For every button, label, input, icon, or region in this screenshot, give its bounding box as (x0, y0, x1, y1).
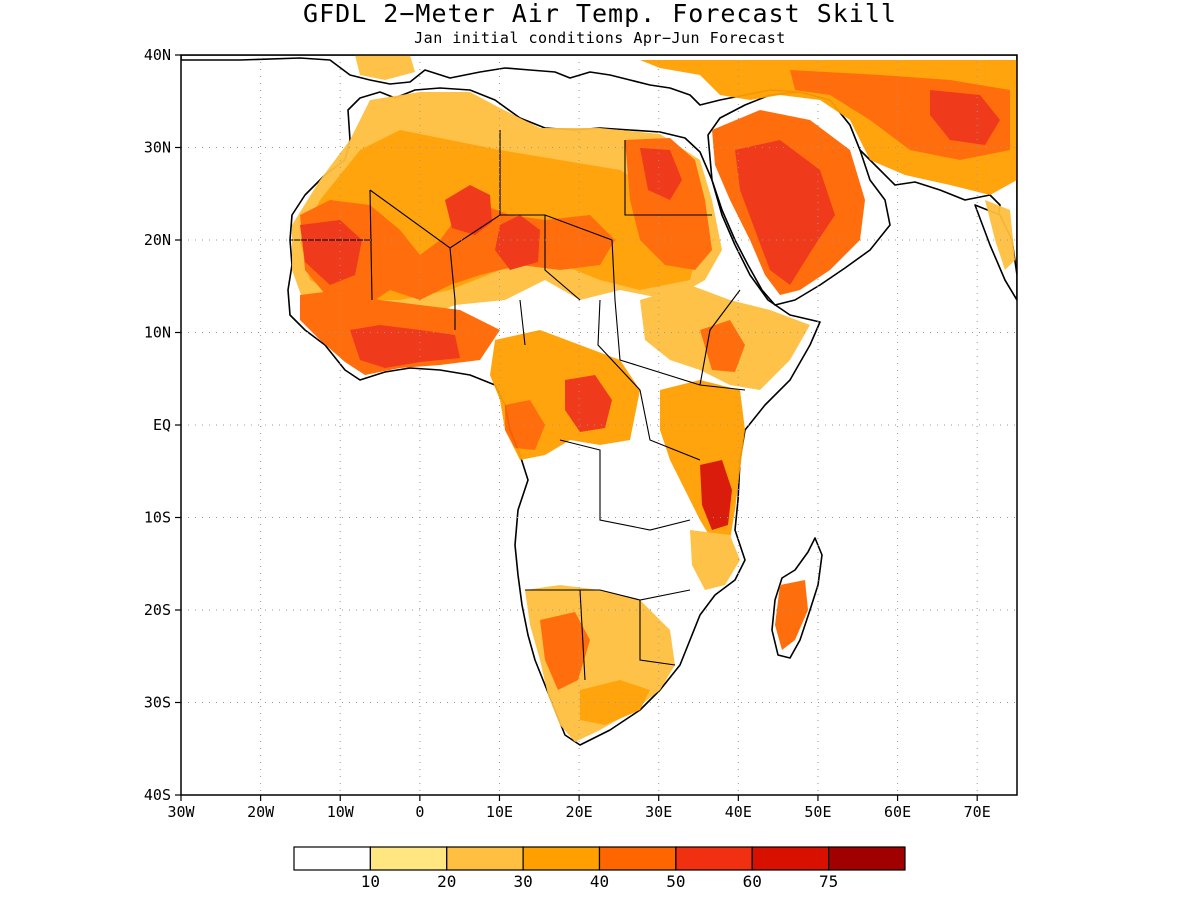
colorbar-swatch (369, 846, 448, 871)
colorbar-legend: 10 20 30 40 50 60 75 (293, 846, 906, 891)
colorbar-swatch (751, 846, 830, 871)
colorbar-label: 75 (819, 872, 838, 891)
map-layers (181, 55, 1017, 746)
skill-hotspot-tanzania (700, 460, 732, 530)
lat-tick-label: 40S (144, 786, 171, 804)
lat-tick-label: EQ (153, 416, 171, 434)
map-gridlines (181, 55, 1017, 795)
border-lines (290, 130, 746, 681)
skill-hotspot-guinea (350, 325, 460, 368)
colorbar-swatch (446, 846, 524, 871)
skill-hotspot-congo (565, 375, 612, 432)
lon-tick-label: 50E (804, 803, 831, 821)
skill-hotspot-niger (495, 215, 540, 270)
skill-hotspot-ethiopia (700, 320, 745, 372)
latitude-axis: 40N 30N 20N 10N EQ 10S 20S 30S 40S (144, 46, 181, 804)
lon-tick-label: 70E (964, 803, 991, 821)
lon-tick-label: 20E (566, 803, 593, 821)
skill-hotspot-hoggar (445, 185, 492, 235)
colorbar-swatch (293, 846, 371, 871)
skill-hotspot-egypt (640, 148, 682, 200)
colorbar-label: 30 (513, 872, 532, 891)
colorbar-label: 20 (437, 872, 456, 891)
skill-region-india (985, 200, 1015, 270)
colorbar-swatch (522, 846, 601, 871)
colorbar-swatch (675, 846, 753, 871)
lon-tick-label: 10E (486, 803, 513, 821)
skill-hotspot-pakistan (930, 90, 1000, 145)
skill-region-mozambique (690, 530, 740, 590)
skill-region-spain (355, 55, 415, 80)
map-title: GFDL 2−Meter Air Temp. Forecast Skill (303, 0, 897, 28)
lat-tick-label: 10N (144, 324, 171, 342)
lon-tick-label: 20W (247, 803, 275, 821)
colorbar-label: 10 (361, 872, 380, 891)
lat-tick-label: 30S (144, 694, 171, 712)
lon-tick-label: 30E (645, 803, 672, 821)
colorbar-label: 60 (743, 872, 762, 891)
country-borders (290, 130, 746, 681)
map-subtitle: Jan initial conditions Apr−Jun Forecast (414, 29, 786, 47)
lat-tick-label: 30N (144, 139, 171, 157)
skill-shading (292, 55, 1017, 742)
skill-hotspot-namibia (540, 612, 590, 690)
lon-tick-label: 40E (725, 803, 752, 821)
lat-tick-label: 40N (144, 46, 171, 64)
lon-tick-label: 0 (415, 803, 424, 821)
colorbar-label: 40 (590, 872, 609, 891)
skill-hotspot-arabia (735, 140, 835, 285)
colorbar-swatch (828, 846, 906, 871)
skill-region-madagascar (775, 580, 808, 650)
lat-tick-label: 10S (144, 509, 171, 527)
skill-hotspot-mauritania (300, 220, 362, 285)
colorbar-swatch (598, 846, 677, 871)
map-plot-area: 40N 30N 20N 10N EQ 10S 20S 30S 40S 30W 20W 10W 0 10E… (144, 46, 1018, 821)
lat-tick-label: 20S (144, 601, 171, 619)
lat-tick-label: 20N (144, 231, 171, 249)
lon-tick-label: 60E (884, 803, 911, 821)
colorbar-label: 50 (666, 872, 685, 891)
lon-tick-label: 30W (167, 803, 195, 821)
lon-tick-label: 10W (327, 803, 355, 821)
longitude-axis: 30W 20W 10W 0 10E 20E 30E 40E 50E 60E 70E (167, 795, 991, 821)
